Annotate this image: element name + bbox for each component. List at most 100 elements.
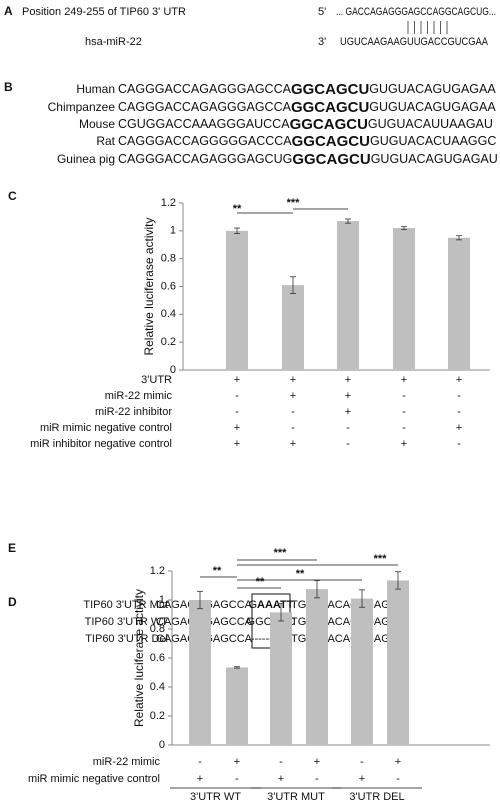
y-tick-label: 1.2 <box>150 565 165 577</box>
condition-sign: - <box>315 773 319 785</box>
construct-name: TIP60 3'UTR Mut <box>83 599 168 611</box>
bar <box>351 598 373 745</box>
mirna-name: hsa-miR-22 <box>85 36 142 48</box>
error-bar <box>359 589 365 608</box>
error-bar <box>401 226 407 230</box>
condition-sign: - <box>346 438 350 450</box>
y-tick-label: 0.6 <box>150 652 165 664</box>
condition-name: miR-22 mimic <box>93 756 161 768</box>
condition-sign: + <box>234 374 240 386</box>
y-tick-label: 0.8 <box>161 253 176 265</box>
species-name: Guinea pig <box>57 152 115 166</box>
bar <box>306 589 328 745</box>
group-label: 3'UTR MUT <box>267 791 325 803</box>
significance-label: *** <box>374 553 388 565</box>
significance-label: ** <box>296 568 305 580</box>
sequence-part: G <box>248 599 257 611</box>
sequence: CAGGGACCAGGGGGACCCAGGCAGCUGUGUACACUAAGGC <box>118 133 496 150</box>
significance-label: ** <box>256 576 265 588</box>
bar <box>226 667 248 745</box>
seed-region: GGCAGCU <box>291 81 369 98</box>
error-bar <box>290 276 296 294</box>
sequence: CAGGGACCAGAGGGAGCCAGGCAGCUGUGUACAGUGAGAA <box>118 99 496 116</box>
condition-sign: + <box>401 438 407 450</box>
y-axis-label: Relative luciferase activity <box>142 217 156 355</box>
condition-name: 3'UTR <box>141 374 172 386</box>
group-label: 3'UTR WT <box>190 791 241 803</box>
y-tick-label: 0 <box>170 364 176 376</box>
sequence: TGTGTACAGTGAG <box>291 616 390 628</box>
condition-sign: - <box>279 756 283 768</box>
condition-sign: - <box>402 390 406 402</box>
panel-title: Position 249-255 of TIP60 3' UTR <box>22 6 186 18</box>
bar <box>337 221 359 370</box>
sequence-part: GUGUACAGUGAGAU <box>371 152 498 166</box>
y-tick-label: 1 <box>159 594 165 606</box>
condition-sign: + <box>345 374 351 386</box>
sequence-part: GUGUACAGUGAGAA <box>369 100 496 114</box>
y-axis-label: Relative luciferase activity <box>132 589 146 727</box>
error-bar <box>395 571 401 590</box>
significance-label: ** <box>213 565 222 577</box>
condition-name: miR mimic negative control <box>40 422 172 434</box>
sequence-part: CAGGGACCAGGGGGACCCA <box>118 134 292 148</box>
condition-sign: + <box>314 756 320 768</box>
sequence-part: CAGGGACCAGAGGGAGCCA <box>118 82 292 96</box>
condition-sign: - <box>235 773 239 785</box>
group-label: 3'UTR DEL <box>349 791 404 803</box>
condition-sign: - <box>457 406 461 418</box>
condition-name: miR inhibitor negative control <box>30 438 172 450</box>
sequence-part: CGUGGACCAAAGGGAUCCA <box>118 117 290 131</box>
seed-region: GGCAGCU <box>292 133 370 150</box>
species-name: Rat <box>96 134 115 148</box>
sequence: TGTGTACAGTGAG <box>291 599 390 611</box>
panel-label: C <box>8 189 17 203</box>
condition-sign: + <box>359 773 365 785</box>
condition-sign: - <box>291 422 295 434</box>
mutated-bases: AAATT <box>257 599 294 611</box>
seed-region: GGCAGCU <box>292 151 370 168</box>
bar <box>189 600 211 745</box>
species-name: Mouse <box>79 117 115 131</box>
y-tick-label: 0.2 <box>150 710 165 722</box>
sequence-part: GUGUACACUAAGGC <box>370 134 496 148</box>
bar <box>448 237 470 370</box>
error-bar <box>345 218 351 224</box>
sequence: CAGGGACCAGAGGGAGCUGGGCAGCUGUGUACAGUGAGAU <box>118 151 498 168</box>
condition-sign: + <box>234 756 240 768</box>
condition-sign: - <box>457 438 461 450</box>
bar <box>387 580 409 745</box>
condition-sign: - <box>396 773 400 785</box>
panel-label: A <box>4 4 13 18</box>
condition-sign: - <box>235 390 239 402</box>
condition-sign: + <box>290 390 296 402</box>
condition-sign: + <box>395 756 401 768</box>
sequence-part: CAGGGACCAGAGGGAGCUG <box>118 152 292 166</box>
condition-sign: + <box>345 390 351 402</box>
condition-sign: + <box>290 374 296 386</box>
y-tick-label: 0.2 <box>161 336 176 348</box>
base-pairs <box>407 21 448 34</box>
error-bar <box>456 235 462 241</box>
panel-label: E <box>8 541 16 555</box>
condition-sign: + <box>456 374 462 386</box>
condition-sign: + <box>401 374 407 386</box>
sequence: CAGGGACCAGAGGGAGCCAGGCAGCUGUGUACAGUGAGAA <box>118 81 496 98</box>
condition-name: miR-22 mimic <box>105 390 173 402</box>
condition-sign: - <box>402 406 406 418</box>
y-tick-label: 1.2 <box>161 197 176 209</box>
condition-sign: + <box>345 406 351 418</box>
bar <box>270 612 292 745</box>
bar <box>226 230 248 370</box>
condition-sign: - <box>457 390 461 402</box>
panel-label: D <box>8 595 17 609</box>
sequence: CGUGGACCAAAGGGAUCCAGGCAGCUGUGUACAUUAAGAU <box>118 116 493 133</box>
y-tick-label: 0.6 <box>161 280 176 292</box>
condition-sign: + <box>234 422 240 434</box>
significance-label: *** <box>274 547 288 559</box>
condition-sign: + <box>278 773 284 785</box>
sequence: UGUCAAGAAGUUGACCGUCGAA <box>340 36 489 48</box>
condition-sign: + <box>456 422 462 434</box>
y-tick-label: 1 <box>170 225 176 237</box>
